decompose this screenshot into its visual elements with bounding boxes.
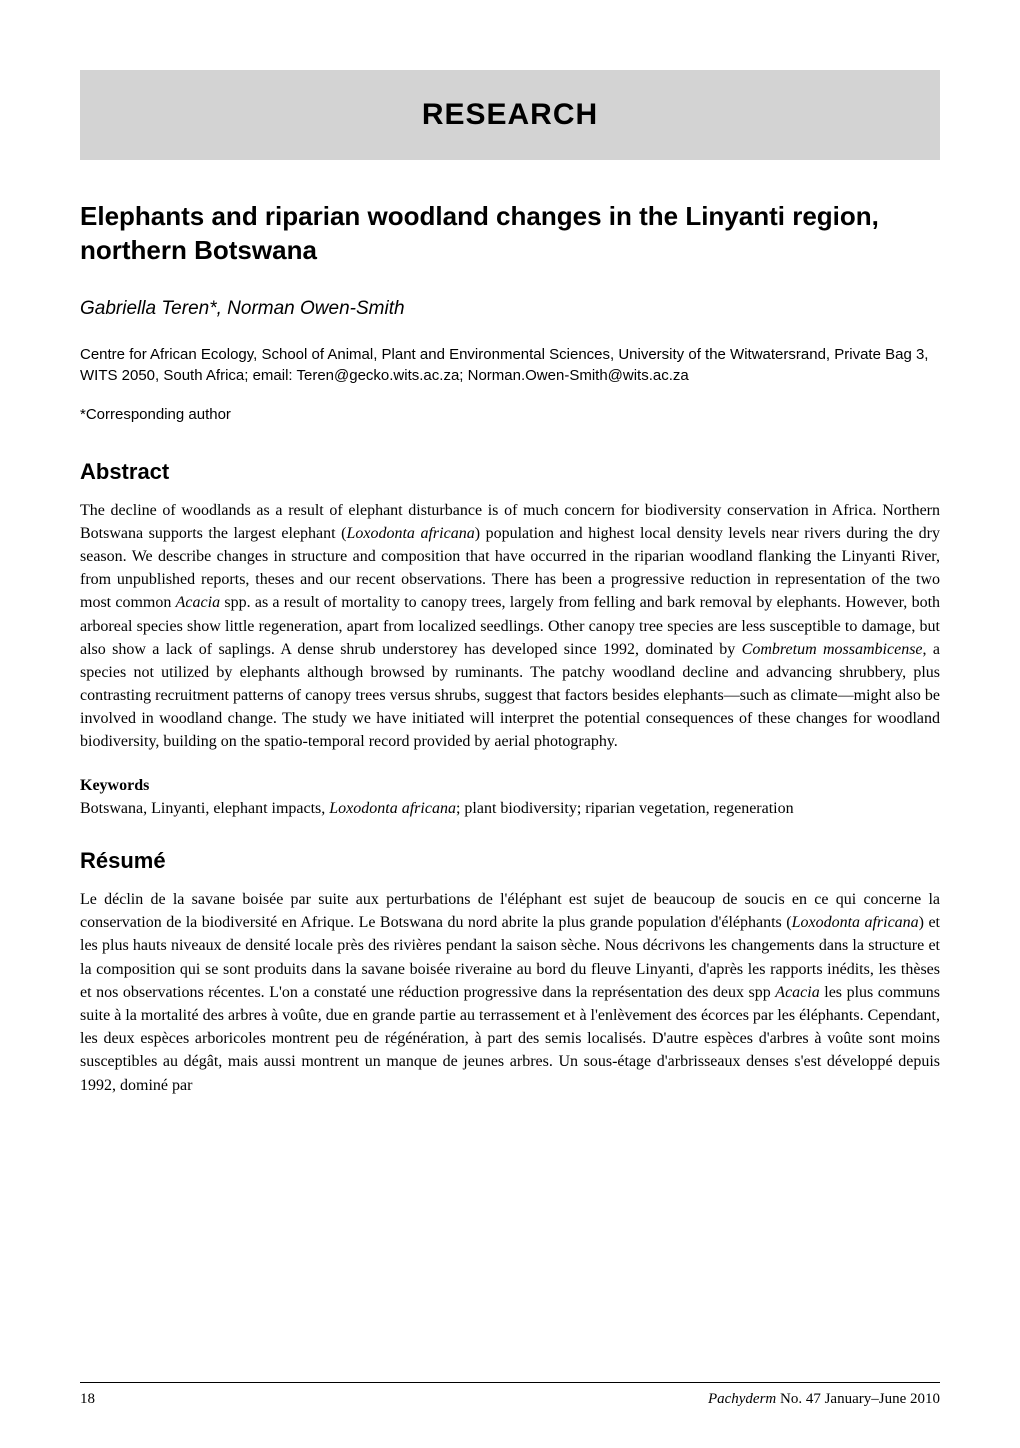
resume-body: Le déclin de la savane boisée par suite … xyxy=(80,888,940,1097)
resume-heading: Résumé xyxy=(80,848,940,874)
page-footer: 18 Pachyderm No. 47 January–June 2010 xyxy=(80,1382,940,1408)
page-number: 18 xyxy=(80,1391,95,1408)
research-banner: RESEARCH xyxy=(80,70,940,160)
journal-name: Pachyderm xyxy=(708,1391,776,1407)
article-title: Elephants and riparian woodland changes … xyxy=(80,200,940,268)
authors-line: Gabriella Teren*, Norman Owen-Smith xyxy=(80,298,940,320)
keywords-label: Keywords xyxy=(80,777,149,794)
issue-info: No. 47 January–June 2010 xyxy=(776,1391,940,1407)
affiliation-text: Centre for African Ecology, School of An… xyxy=(80,344,940,386)
abstract-body: The decline of woodlands as a result of … xyxy=(80,499,940,754)
corresponding-author: *Corresponding author xyxy=(80,406,940,423)
keywords-block: KeywordsBotswana, Linyanti, elephant imp… xyxy=(80,774,940,820)
abstract-heading: Abstract xyxy=(80,459,940,485)
journal-info: Pachyderm No. 47 January–June 2010 xyxy=(708,1391,940,1408)
banner-title: RESEARCH xyxy=(80,98,940,132)
